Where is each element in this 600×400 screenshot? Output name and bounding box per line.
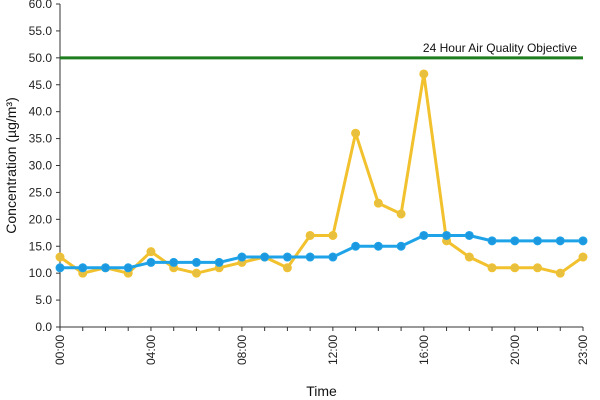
- y-tick-label: 50.0: [29, 51, 53, 65]
- data-point: [442, 230, 452, 240]
- data-point: [487, 236, 497, 246]
- data-point: [396, 241, 406, 251]
- x-tick-label: 00:00: [53, 335, 67, 365]
- y-tick-label: 30.0: [29, 159, 53, 173]
- data-point: [510, 263, 520, 273]
- data-point: [578, 252, 588, 262]
- data-point: [328, 252, 338, 262]
- data-point: [578, 236, 588, 246]
- x-tick-label: 20:00: [508, 335, 522, 365]
- data-point: [282, 263, 292, 273]
- data-point: [533, 236, 543, 246]
- x-tick-label: 16:00: [417, 335, 431, 365]
- data-point: [191, 257, 201, 267]
- series-group: [55, 69, 588, 278]
- x-tick-label: 08:00: [235, 335, 249, 365]
- data-point: [169, 257, 179, 267]
- y-axis-title: Concentration (µg/m³): [3, 97, 19, 233]
- data-point: [100, 263, 110, 273]
- data-point: [55, 263, 65, 273]
- data-point: [305, 230, 315, 240]
- x-axis-title: Time: [306, 383, 337, 399]
- data-point: [328, 230, 338, 240]
- data-point: [282, 252, 292, 262]
- y-tick-labels: 0.0 5.0 10.0 15.0 20.0 25.0 30.0 35.0 40.0 45.0 50…: [29, 0, 60, 334]
- data-point: [464, 230, 474, 240]
- series-1: [55, 69, 588, 278]
- y-tick-label: 45.0: [29, 78, 53, 92]
- objective-label: 24 Hour Air Quality Objective: [423, 41, 577, 55]
- data-point: [555, 236, 565, 246]
- y-tick-label: 40.0: [29, 105, 53, 119]
- data-point: [146, 247, 156, 257]
- x-tick-label: 12:00: [326, 335, 340, 365]
- data-point: [214, 257, 224, 267]
- data-point: [510, 236, 520, 246]
- y-tick-label: 35.0: [29, 132, 53, 146]
- data-point: [373, 198, 383, 208]
- data-point: [419, 230, 429, 240]
- x-tick-label: 04:00: [144, 335, 158, 365]
- data-point: [555, 268, 565, 278]
- series-line: [59, 72, 584, 275]
- data-point: [533, 263, 543, 273]
- series-2: [55, 230, 588, 273]
- x-tick-label: 23:00: [576, 335, 590, 365]
- data-point: [351, 241, 361, 251]
- data-point: [55, 252, 65, 262]
- data-point: [191, 268, 201, 278]
- data-point: [464, 252, 474, 262]
- data-point: [123, 263, 133, 273]
- data-point: [78, 263, 88, 273]
- data-point: [351, 128, 361, 138]
- y-tick-label: 0.0: [35, 320, 52, 334]
- y-tick-label: 25.0: [29, 185, 53, 199]
- data-point: [396, 209, 406, 219]
- y-tick-label: 5.0: [35, 293, 52, 307]
- y-tick-label: 55.0: [29, 24, 53, 38]
- y-tick-label: 20.0: [29, 212, 53, 226]
- data-point: [487, 263, 497, 273]
- y-tick-label: 10.0: [29, 266, 53, 280]
- data-point: [237, 252, 247, 262]
- data-point: [373, 241, 383, 251]
- y-tick-label: 15.0: [29, 239, 53, 253]
- data-point: [305, 252, 315, 262]
- y-tick-label: 60.0: [29, 0, 53, 11]
- data-point: [260, 252, 270, 262]
- data-point: [146, 257, 156, 267]
- x-tick-labels: 00:00 04:00 08:00 12:00 16:00 20:00 23:00: [53, 327, 590, 365]
- data-point: [419, 69, 429, 79]
- objective-group: 24 Hour Air Quality Objective: [60, 41, 583, 60]
